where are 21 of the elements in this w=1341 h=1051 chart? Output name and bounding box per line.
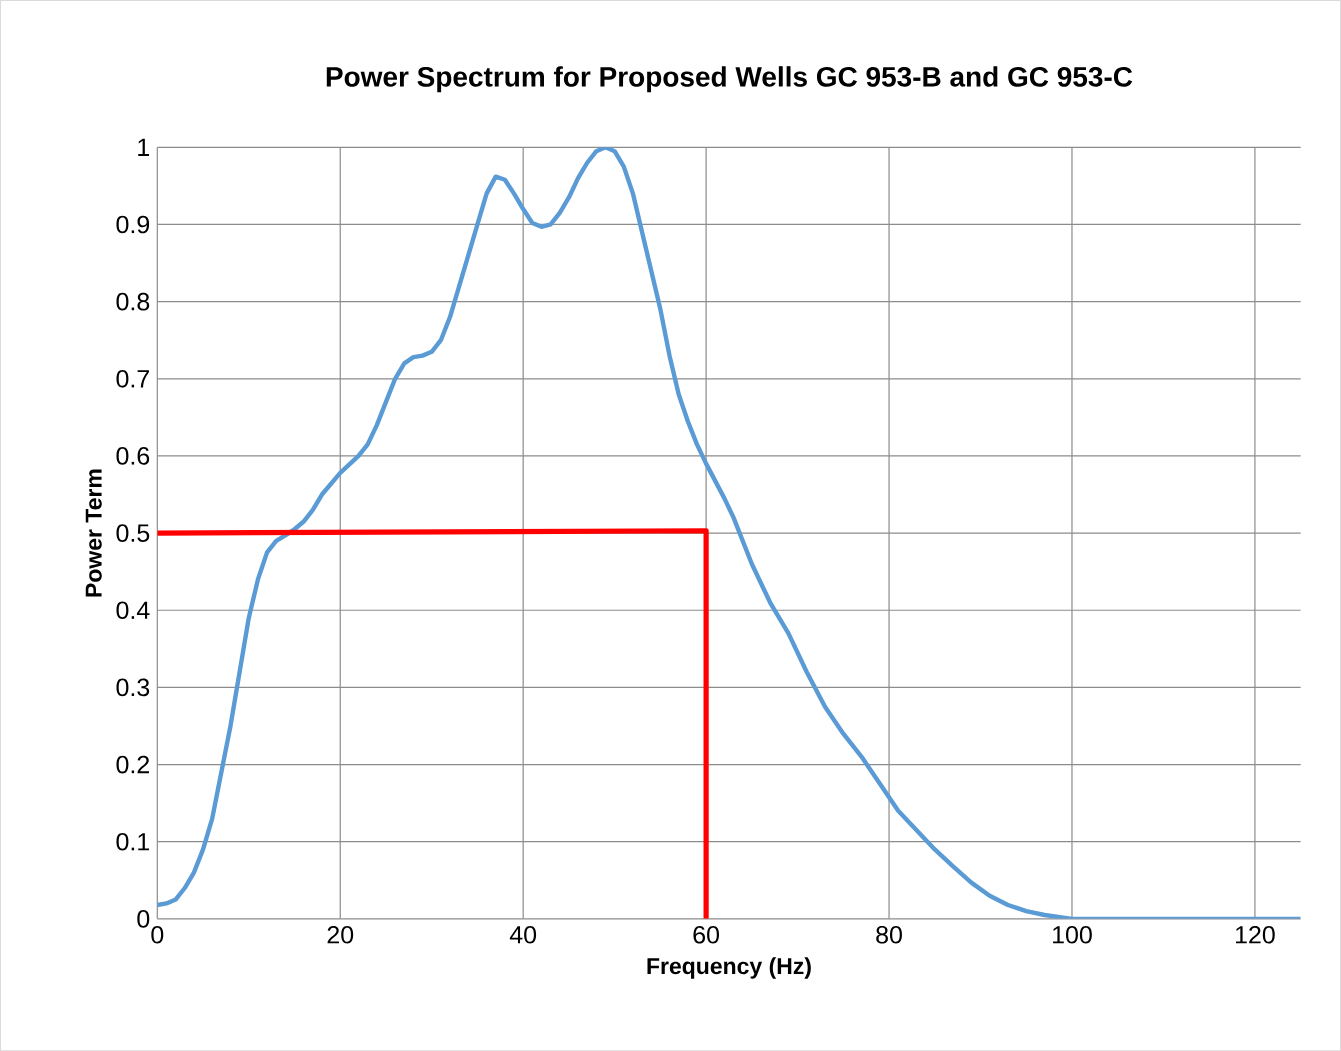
x-tick-label: 100 [1053,925,1092,944]
chart-title: Power Spectrum for Proposed Wells GC 953-B and GC 953-C [326,66,1133,93]
y-tick-label: 0 [137,909,150,928]
x-tick-label: 40 [509,925,537,944]
y-tick-label: 0.7 [116,369,149,388]
y-axis-title: Power Term [85,469,102,597]
y-tick-label: 1 [138,138,150,156]
y-tick-label: 0.4 [116,601,150,619]
y-tick-label: 0.3 [116,678,150,697]
y-tick-label: 0.9 [116,215,150,234]
y-tick-label: 0.2 [116,755,149,774]
y-tick-label: 0.5 [116,524,150,542]
x-tick-label: 60 [693,925,720,944]
y-tick-label: 0.1 [116,832,150,851]
x-axis-title: Frequency (Hz) [647,957,811,979]
x-tick-label: 20 [327,925,354,944]
y-tick-label: 0.8 [116,292,150,311]
x-tick-label: 0 [151,925,164,944]
x-tick-label: 80 [876,925,902,944]
x-tick-label: 120 [1235,925,1275,944]
y-tick-label: 0.6 [116,447,150,465]
